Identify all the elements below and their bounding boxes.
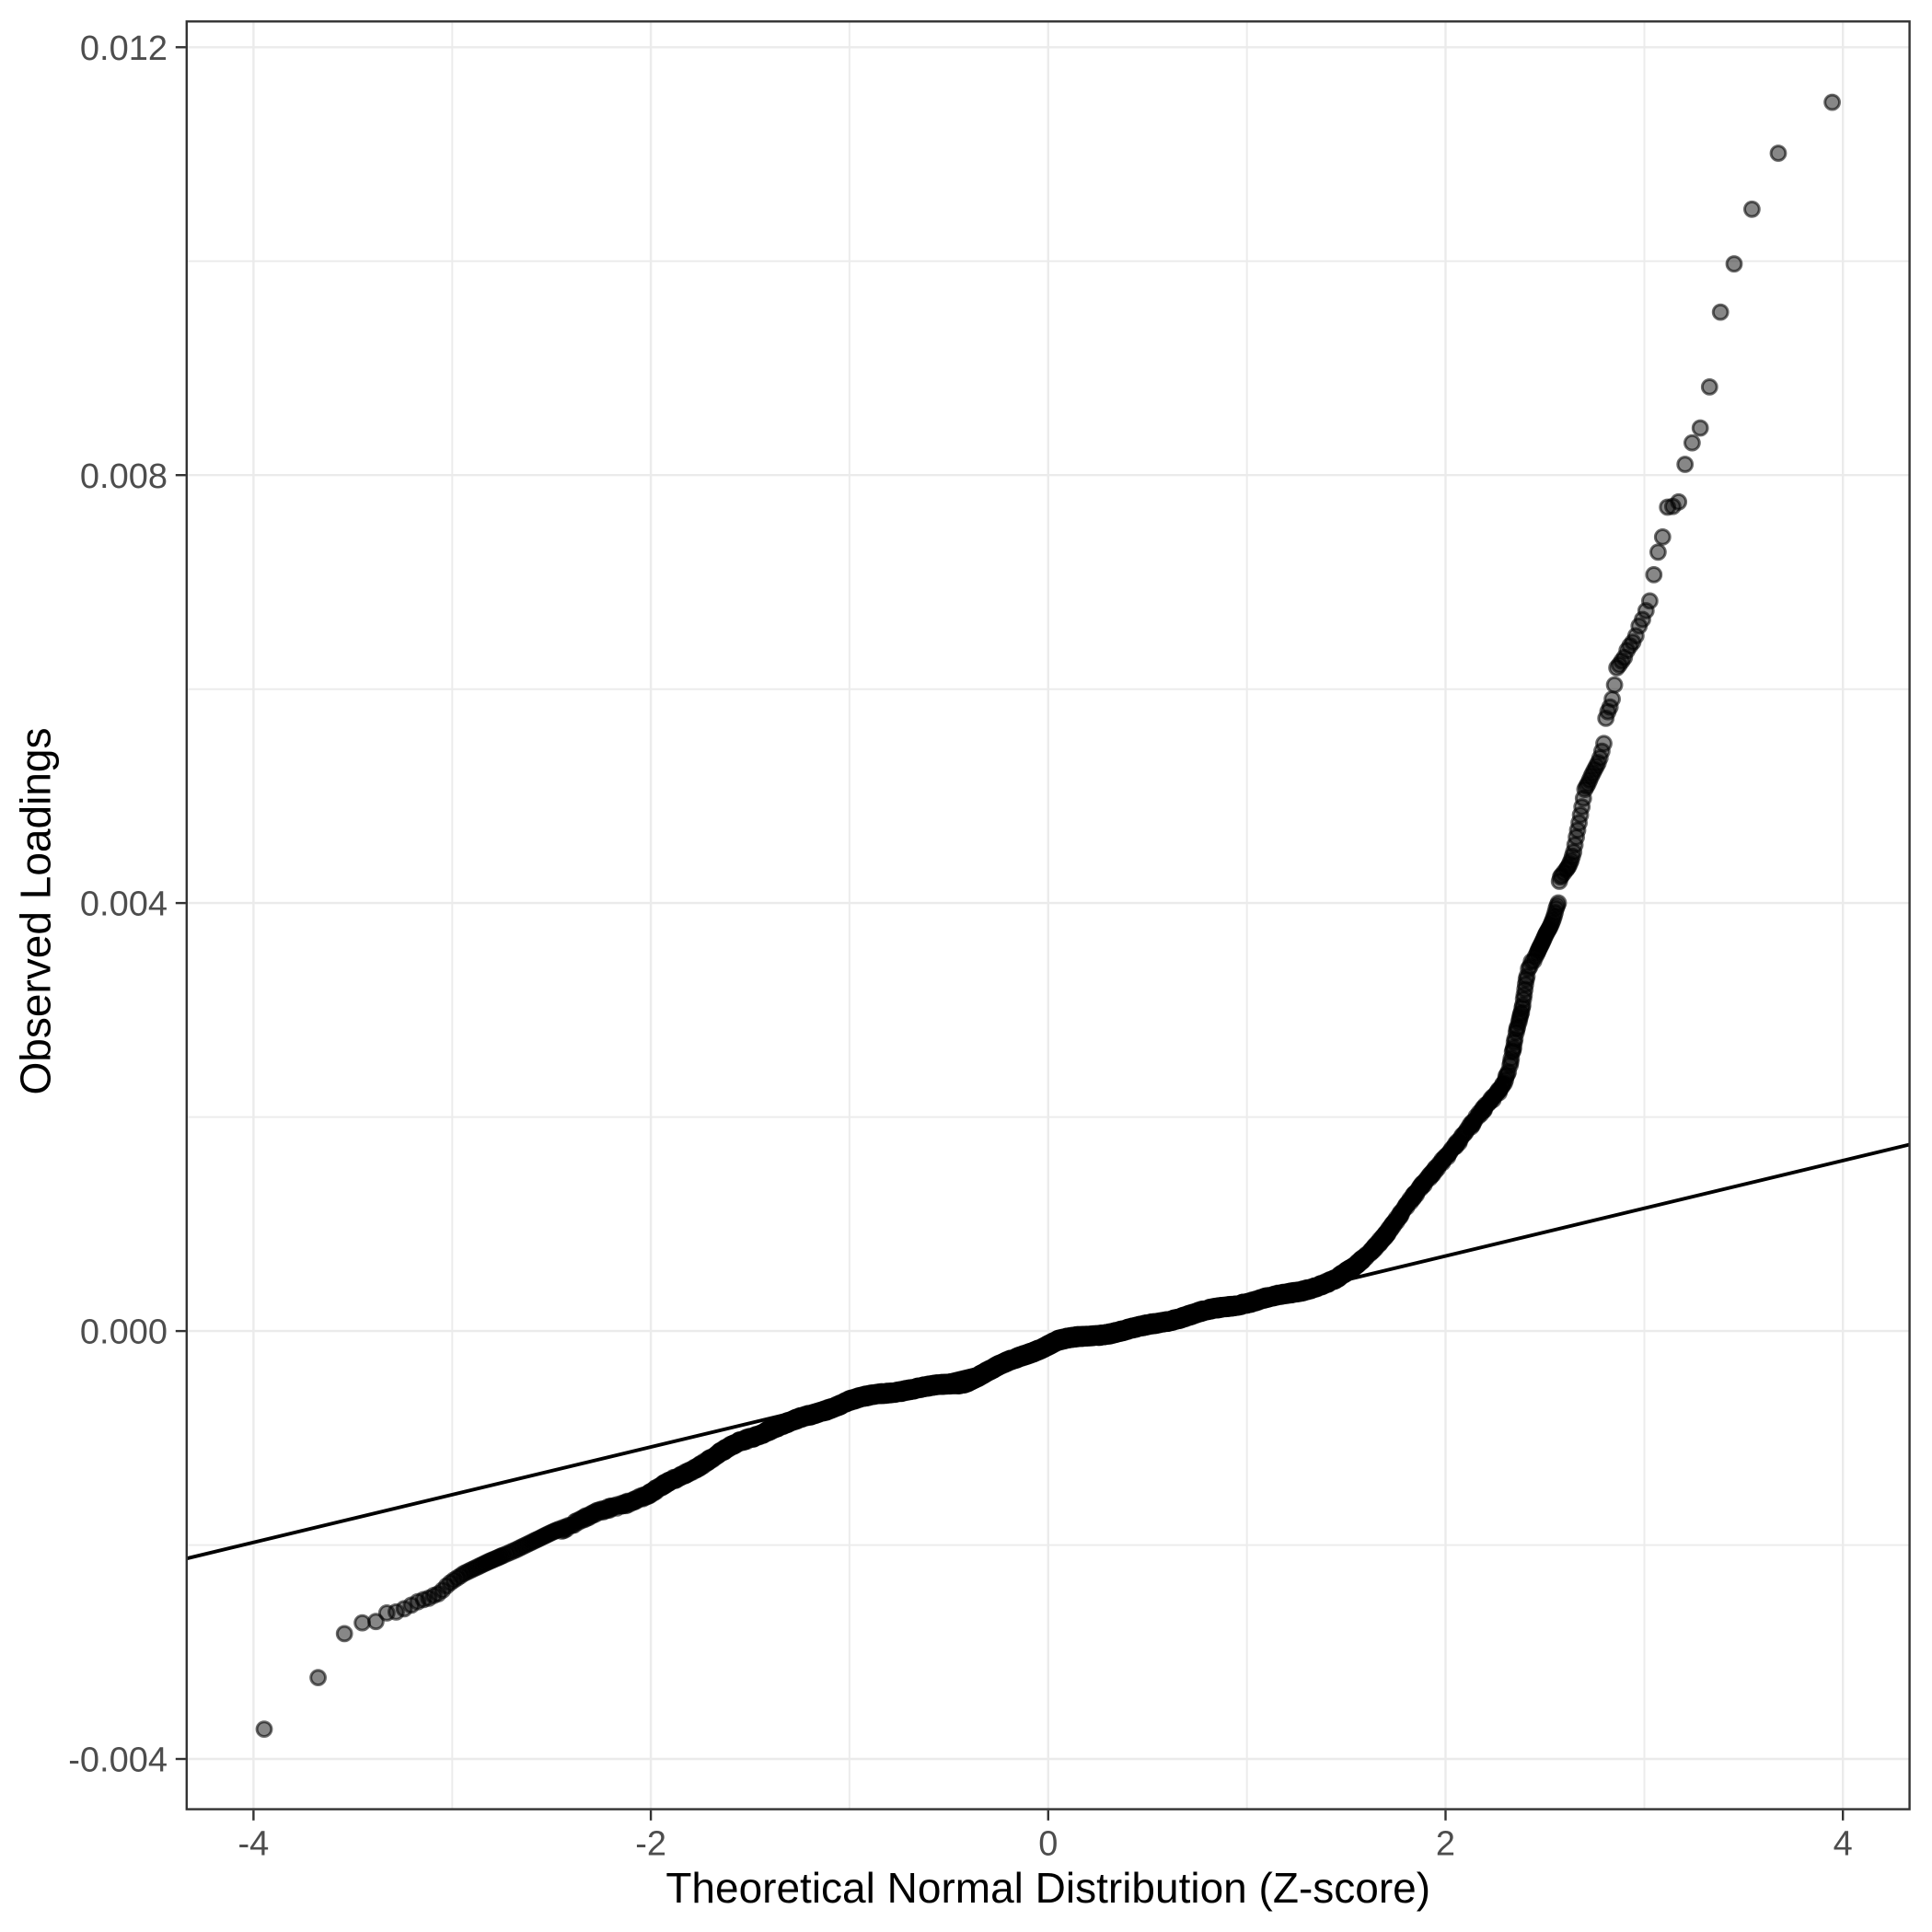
svg-text:0.000: 0.000 <box>80 1313 168 1352</box>
svg-text:-2: -2 <box>635 1824 666 1863</box>
svg-text:2: 2 <box>1436 1824 1455 1863</box>
svg-text:Observed Loadings: Observed Loadings <box>12 728 60 1095</box>
svg-text:0.008: 0.008 <box>80 457 168 496</box>
svg-text:0.004: 0.004 <box>80 885 168 924</box>
svg-text:-0.004: -0.004 <box>68 1741 168 1780</box>
svg-text:4: 4 <box>1834 1824 1853 1863</box>
svg-text:0.012: 0.012 <box>80 29 168 68</box>
svg-text:-4: -4 <box>238 1824 270 1863</box>
svg-text:Theoretical Normal Distributio: Theoretical Normal Distribution (Z-score… <box>665 1864 1430 1912</box>
svg-text:0: 0 <box>1038 1824 1058 1863</box>
